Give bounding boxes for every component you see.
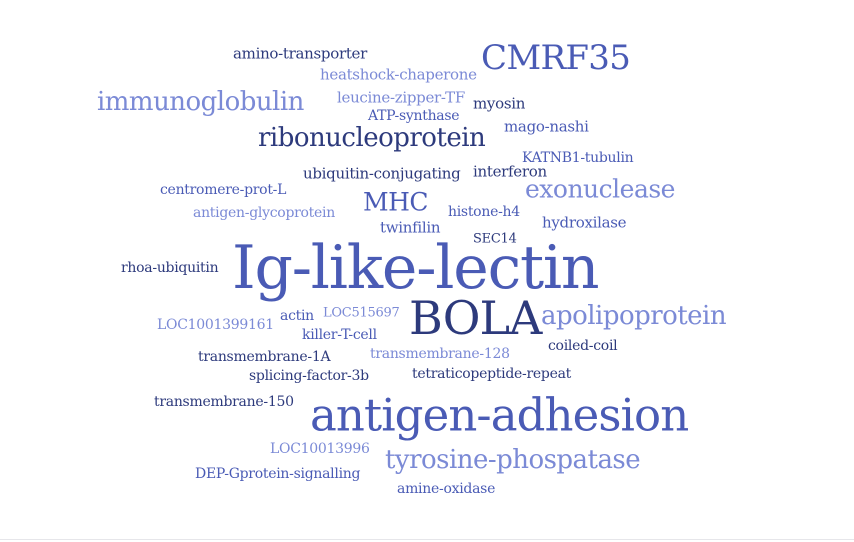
word-leucine-zipper-tf: leucine-zipper-TF: [337, 88, 465, 107]
word-splicing-factor-3b: splicing-factor-3b: [249, 368, 369, 384]
word-transmembrane-150: transmembrane-150: [154, 394, 294, 410]
bottom-divider: [0, 539, 854, 540]
word-loc10013996: LOC10013996: [270, 441, 370, 457]
word-ubiquitin-conjugating: ubiquitin-conjugating: [303, 164, 461, 183]
word-bola: BOLA: [409, 291, 542, 345]
word-mago-nashi: mago-nashi: [504, 117, 589, 136]
word-tyrosine-phospatase: tyrosine-phospatase: [385, 445, 641, 475]
word-histone-h4: histone-h4: [448, 204, 520, 220]
word-rhoa-ubiquitin: rhoa-ubiquitin: [121, 260, 219, 276]
word-transmembrane-128: transmembrane-128: [370, 346, 510, 362]
word-sec14: SEC14: [473, 231, 517, 247]
word-immunoglobulin: immunoglobulin: [97, 87, 304, 117]
word-loc1001399161: LOC1001399161: [157, 317, 274, 333]
word-antigen-glycoprotein: antigen-glycoprotein: [193, 205, 335, 221]
word-loc515697: LOC515697: [323, 305, 400, 321]
word-dep-gprotein-signalling: DEP-Gprotein-signalling: [195, 466, 361, 482]
word-mhc: MHC: [363, 187, 429, 217]
word-hydroxilase: hydroxilase: [542, 213, 627, 232]
word-ig-like-lectin: Ig-like-lectin: [232, 233, 600, 303]
word-amino-transporter: amino-transporter: [233, 44, 368, 63]
word-amine-oxidase: amine-oxidase: [397, 481, 496, 497]
word-myosin: myosin: [473, 94, 526, 113]
word-killer-t-cell: killer-T-cell: [302, 327, 377, 343]
word-interferon: interferon: [473, 162, 547, 181]
word-antigen-adhesion: antigen-adhesion: [310, 388, 689, 442]
word-atp-synthase: ATP-synthase: [368, 108, 460, 124]
word-apolipoprotein: apolipoprotein: [541, 301, 727, 331]
word-exonuclease: exonuclease: [525, 174, 675, 204]
word-centromere-prot-l: centromere-prot-L: [160, 182, 287, 198]
word-cmrf35: CMRF35: [481, 38, 631, 78]
word-coiled-coil: coiled-coil: [548, 338, 618, 354]
word-actin: actin: [280, 308, 314, 324]
word-transmembrane-1a: transmembrane-1A: [198, 349, 331, 365]
word-tetraticopeptide-repeat: tetraticopeptide-repeat: [412, 366, 571, 382]
word-twinfilin: twinfilin: [380, 218, 441, 237]
word-heatshock-chaperone: heatshock-chaperone: [320, 65, 477, 84]
word-ribonucleoprotein: ribonucleoprotein: [258, 123, 486, 153]
word-katnb1-tubulin: KATNB1-tubulin: [522, 150, 634, 166]
